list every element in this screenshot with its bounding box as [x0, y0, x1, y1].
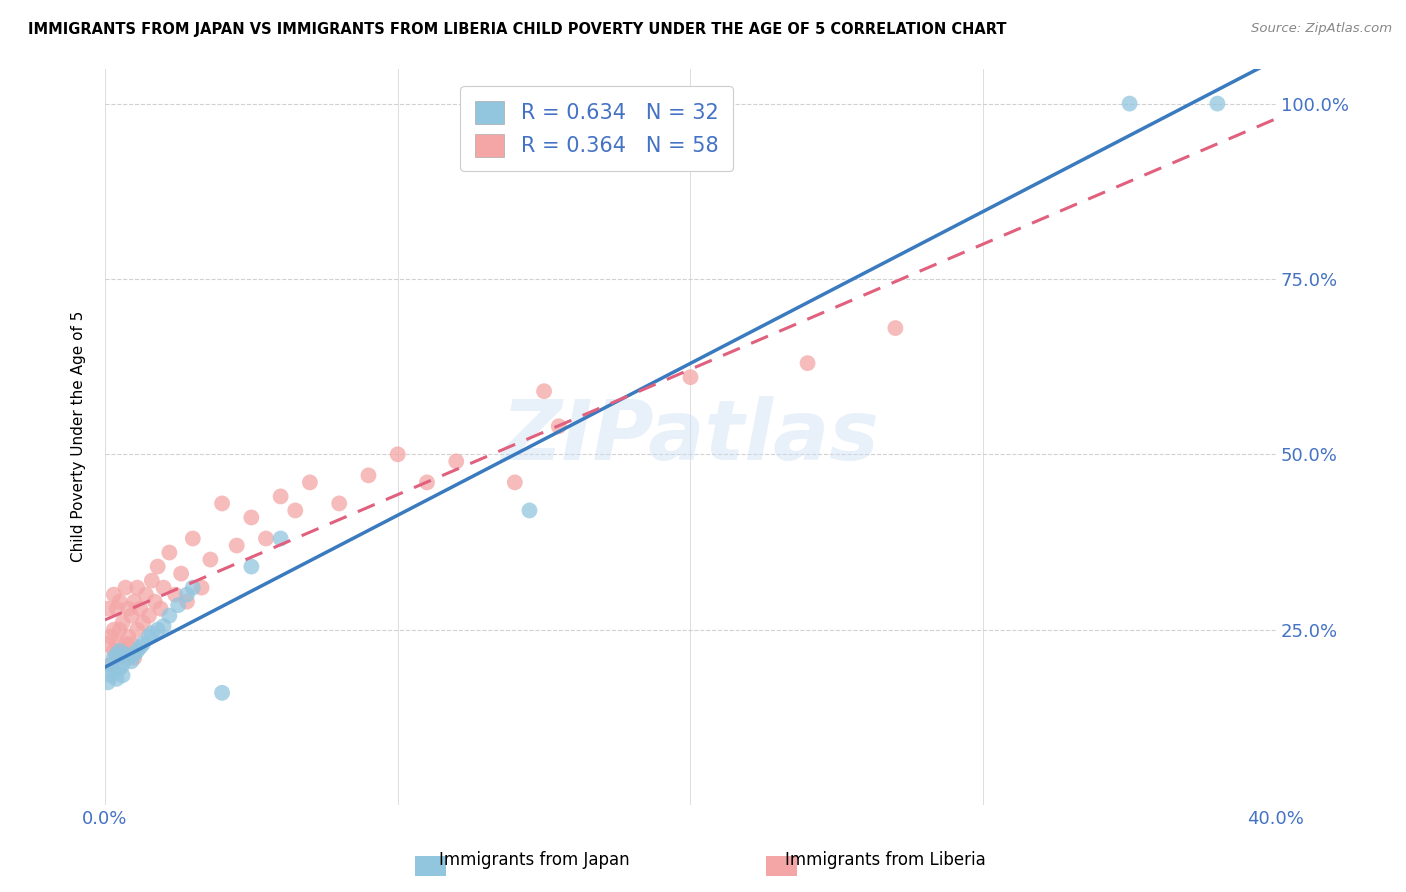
Point: [146, 559, 169, 574]
Point: [176, 594, 198, 608]
Point: [225, 539, 247, 553]
Point: [387, 447, 409, 461]
Point: [114, 647, 136, 661]
Point: [103, 623, 125, 637]
Point: [111, 657, 134, 672]
Point: [117, 650, 139, 665]
Point: [114, 581, 136, 595]
Point: [149, 601, 172, 615]
Point: [111, 668, 134, 682]
Point: [152, 581, 174, 595]
Point: [132, 615, 155, 630]
Point: [100, 668, 122, 682]
Point: [120, 654, 142, 668]
Point: [547, 419, 569, 434]
Point: [157, 545, 180, 559]
Point: [105, 672, 128, 686]
Point: [796, 356, 818, 370]
Point: [165, 588, 187, 602]
Point: [117, 601, 139, 615]
Point: [157, 608, 180, 623]
Legend: R = 0.634   N = 32, R = 0.364   N = 58: R = 0.634 N = 32, R = 0.364 N = 58: [460, 87, 733, 171]
Point: [105, 647, 128, 661]
Point: [103, 650, 125, 665]
Point: [103, 588, 125, 602]
Point: [100, 630, 122, 644]
Point: [167, 598, 190, 612]
Point: [190, 581, 212, 595]
Point: [141, 626, 163, 640]
Point: [533, 384, 555, 399]
Point: [111, 644, 134, 658]
Point: [270, 490, 292, 504]
Point: [152, 619, 174, 633]
Point: [181, 581, 204, 595]
Point: [108, 650, 131, 665]
Point: [328, 496, 350, 510]
Point: [884, 321, 907, 335]
Point: [1118, 96, 1140, 111]
Point: [100, 657, 122, 672]
Point: [416, 475, 439, 490]
Point: [270, 532, 292, 546]
Point: [122, 647, 145, 661]
Y-axis label: Child Poverty Under the Age of 5: Child Poverty Under the Age of 5: [72, 311, 86, 563]
Point: [120, 608, 142, 623]
Point: [240, 559, 263, 574]
Point: [138, 608, 160, 623]
Point: [108, 644, 131, 658]
Point: [122, 650, 145, 665]
Point: [211, 496, 233, 510]
Point: [105, 601, 128, 615]
Point: [127, 623, 149, 637]
Point: [97, 675, 120, 690]
Point: [122, 594, 145, 608]
Point: [100, 657, 122, 672]
Point: [108, 594, 131, 608]
Point: [200, 552, 222, 566]
Point: [114, 637, 136, 651]
Point: [129, 640, 152, 655]
Point: [138, 630, 160, 644]
Point: [103, 665, 125, 679]
Point: [240, 510, 263, 524]
Point: [1206, 96, 1229, 111]
Point: [143, 594, 166, 608]
Point: [111, 615, 134, 630]
Point: [181, 532, 204, 546]
Point: [132, 637, 155, 651]
Point: [117, 630, 139, 644]
Point: [141, 574, 163, 588]
Point: [127, 644, 149, 658]
Point: [105, 637, 128, 651]
Point: [108, 661, 131, 675]
Point: [503, 475, 526, 490]
Point: [135, 588, 157, 602]
Point: [284, 503, 307, 517]
Point: [120, 637, 142, 651]
Point: [103, 644, 125, 658]
Text: IMMIGRANTS FROM JAPAN VS IMMIGRANTS FROM LIBERIA CHILD POVERTY UNDER THE AGE OF : IMMIGRANTS FROM JAPAN VS IMMIGRANTS FROM…: [28, 22, 1007, 37]
Point: [298, 475, 321, 490]
Point: [254, 532, 277, 546]
Point: [108, 623, 131, 637]
Point: [211, 686, 233, 700]
Point: [170, 566, 193, 581]
Point: [146, 623, 169, 637]
Point: [357, 468, 380, 483]
Point: [679, 370, 702, 384]
Point: [176, 588, 198, 602]
Point: [97, 637, 120, 651]
Point: [97, 601, 120, 615]
Point: [129, 601, 152, 615]
Point: [519, 503, 541, 517]
Point: [127, 581, 149, 595]
Text: ZIPatlas: ZIPatlas: [502, 396, 879, 477]
Point: [446, 454, 468, 468]
Text: Immigrants from Liberia: Immigrants from Liberia: [786, 851, 986, 869]
Text: Source: ZipAtlas.com: Source: ZipAtlas.com: [1251, 22, 1392, 36]
Text: Immigrants from Japan: Immigrants from Japan: [439, 851, 630, 869]
